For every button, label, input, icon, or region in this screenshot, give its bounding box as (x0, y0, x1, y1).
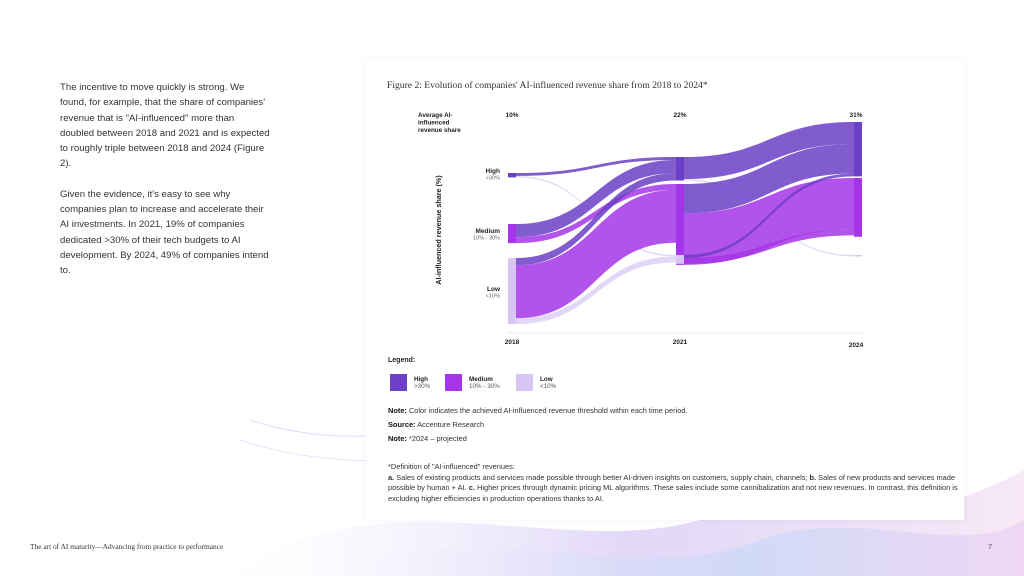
node-2021-low (676, 255, 684, 264)
average-value-2024: 31% (849, 112, 862, 119)
definition-text: a. Sales of existing products and servic… (388, 472, 958, 503)
legend-swatch (516, 374, 533, 391)
definition-block: *Definition of "AI-influenced" revenues:… (388, 462, 960, 504)
note-projected: Note: *2024 – projected (388, 434, 467, 443)
legend-range: 10% - 30% (469, 382, 500, 390)
category-range-high: >30% (486, 176, 500, 182)
category-range-low: <10% (486, 294, 500, 300)
average-value-2021: 22% (673, 112, 686, 119)
legend-label: Low (540, 375, 553, 383)
legend-range: >30% (414, 382, 431, 390)
node-2021-high (676, 157, 684, 181)
flow-low-to-high-2021 (684, 173, 854, 258)
flow-low-to-low-2018 (516, 256, 676, 325)
note-color: Note: Color indicates the achieved AI-in… (388, 406, 688, 415)
flow-low-to-high-2018 (516, 173, 676, 266)
legend-swatch (445, 374, 462, 391)
legend-range: <10% (540, 382, 557, 390)
average-share-label: Average AI-influenced revenue share (418, 112, 461, 134)
category-label-low: Low (487, 286, 501, 293)
legend-title: Legend: (388, 357, 416, 364)
year-label-2021: 2021 (673, 339, 688, 346)
intro-text: The incentive to move quickly is strong.… (60, 80, 270, 294)
legend-item-medium: Medium 10% - 30% (445, 374, 500, 391)
note-source: Source: Accenture Research (388, 420, 485, 429)
flow-low-to-medium-2021 (684, 229, 854, 264)
legend-item-low: Low <10% (516, 374, 556, 391)
flow-medium-to-high-2021 (684, 144, 854, 214)
category-label-high: High (486, 168, 500, 175)
page-number: 7 (988, 542, 993, 551)
legend-label: High (414, 375, 428, 383)
legend-swatch (390, 374, 407, 391)
chart-notes: Note: Color indicates the achieved AI-in… (388, 406, 960, 448)
footer-title: The art of AI maturity—Advancing from pr… (30, 542, 224, 551)
average-value-2018: 10% (505, 112, 518, 119)
node-2024-medium (854, 178, 862, 237)
flow-medium-to-medium-2018 (516, 184, 676, 244)
node-2021-medium (676, 184, 684, 265)
node-2018-high (508, 173, 516, 178)
flow-high-to-high-2021 (684, 122, 854, 180)
category-label-medium: Medium (475, 228, 500, 235)
intro-paragraph-1: The incentive to move quickly is strong.… (60, 82, 270, 170)
flow-medium-to-medium-2021 (684, 178, 854, 265)
category-range-medium: 10% - 30% (473, 236, 500, 242)
node-2018-medium (508, 224, 516, 244)
flow-medium-to-high-2018 (516, 159, 676, 238)
sankey-chart: Average AI-influenced revenue share 10% 201… (418, 112, 864, 349)
figure-title: Figure 2: Evolution of companies' AI-inf… (387, 80, 708, 91)
figure-card (366, 60, 964, 520)
year-label-2018: 2018 (505, 339, 520, 346)
intro-paragraph-2: Given the evidence, it's easy to see why… (60, 188, 269, 277)
flow-low-to-medium-2018 (516, 189, 676, 319)
node-2018-low (508, 258, 516, 325)
definition-heading: *Definition of "AI-influenced" revenues: (388, 462, 515, 471)
flow-high-to-high-2018 (516, 157, 676, 176)
year-label-2024: 2024 (849, 342, 864, 349)
y-axis-label: AI-influenced revenue share (%) (434, 175, 443, 285)
node-2024-high (854, 122, 862, 177)
legend-label: Medium (469, 375, 493, 383)
node-2024-low (854, 255, 862, 257)
legend-item-high: High >30% (390, 374, 430, 391)
